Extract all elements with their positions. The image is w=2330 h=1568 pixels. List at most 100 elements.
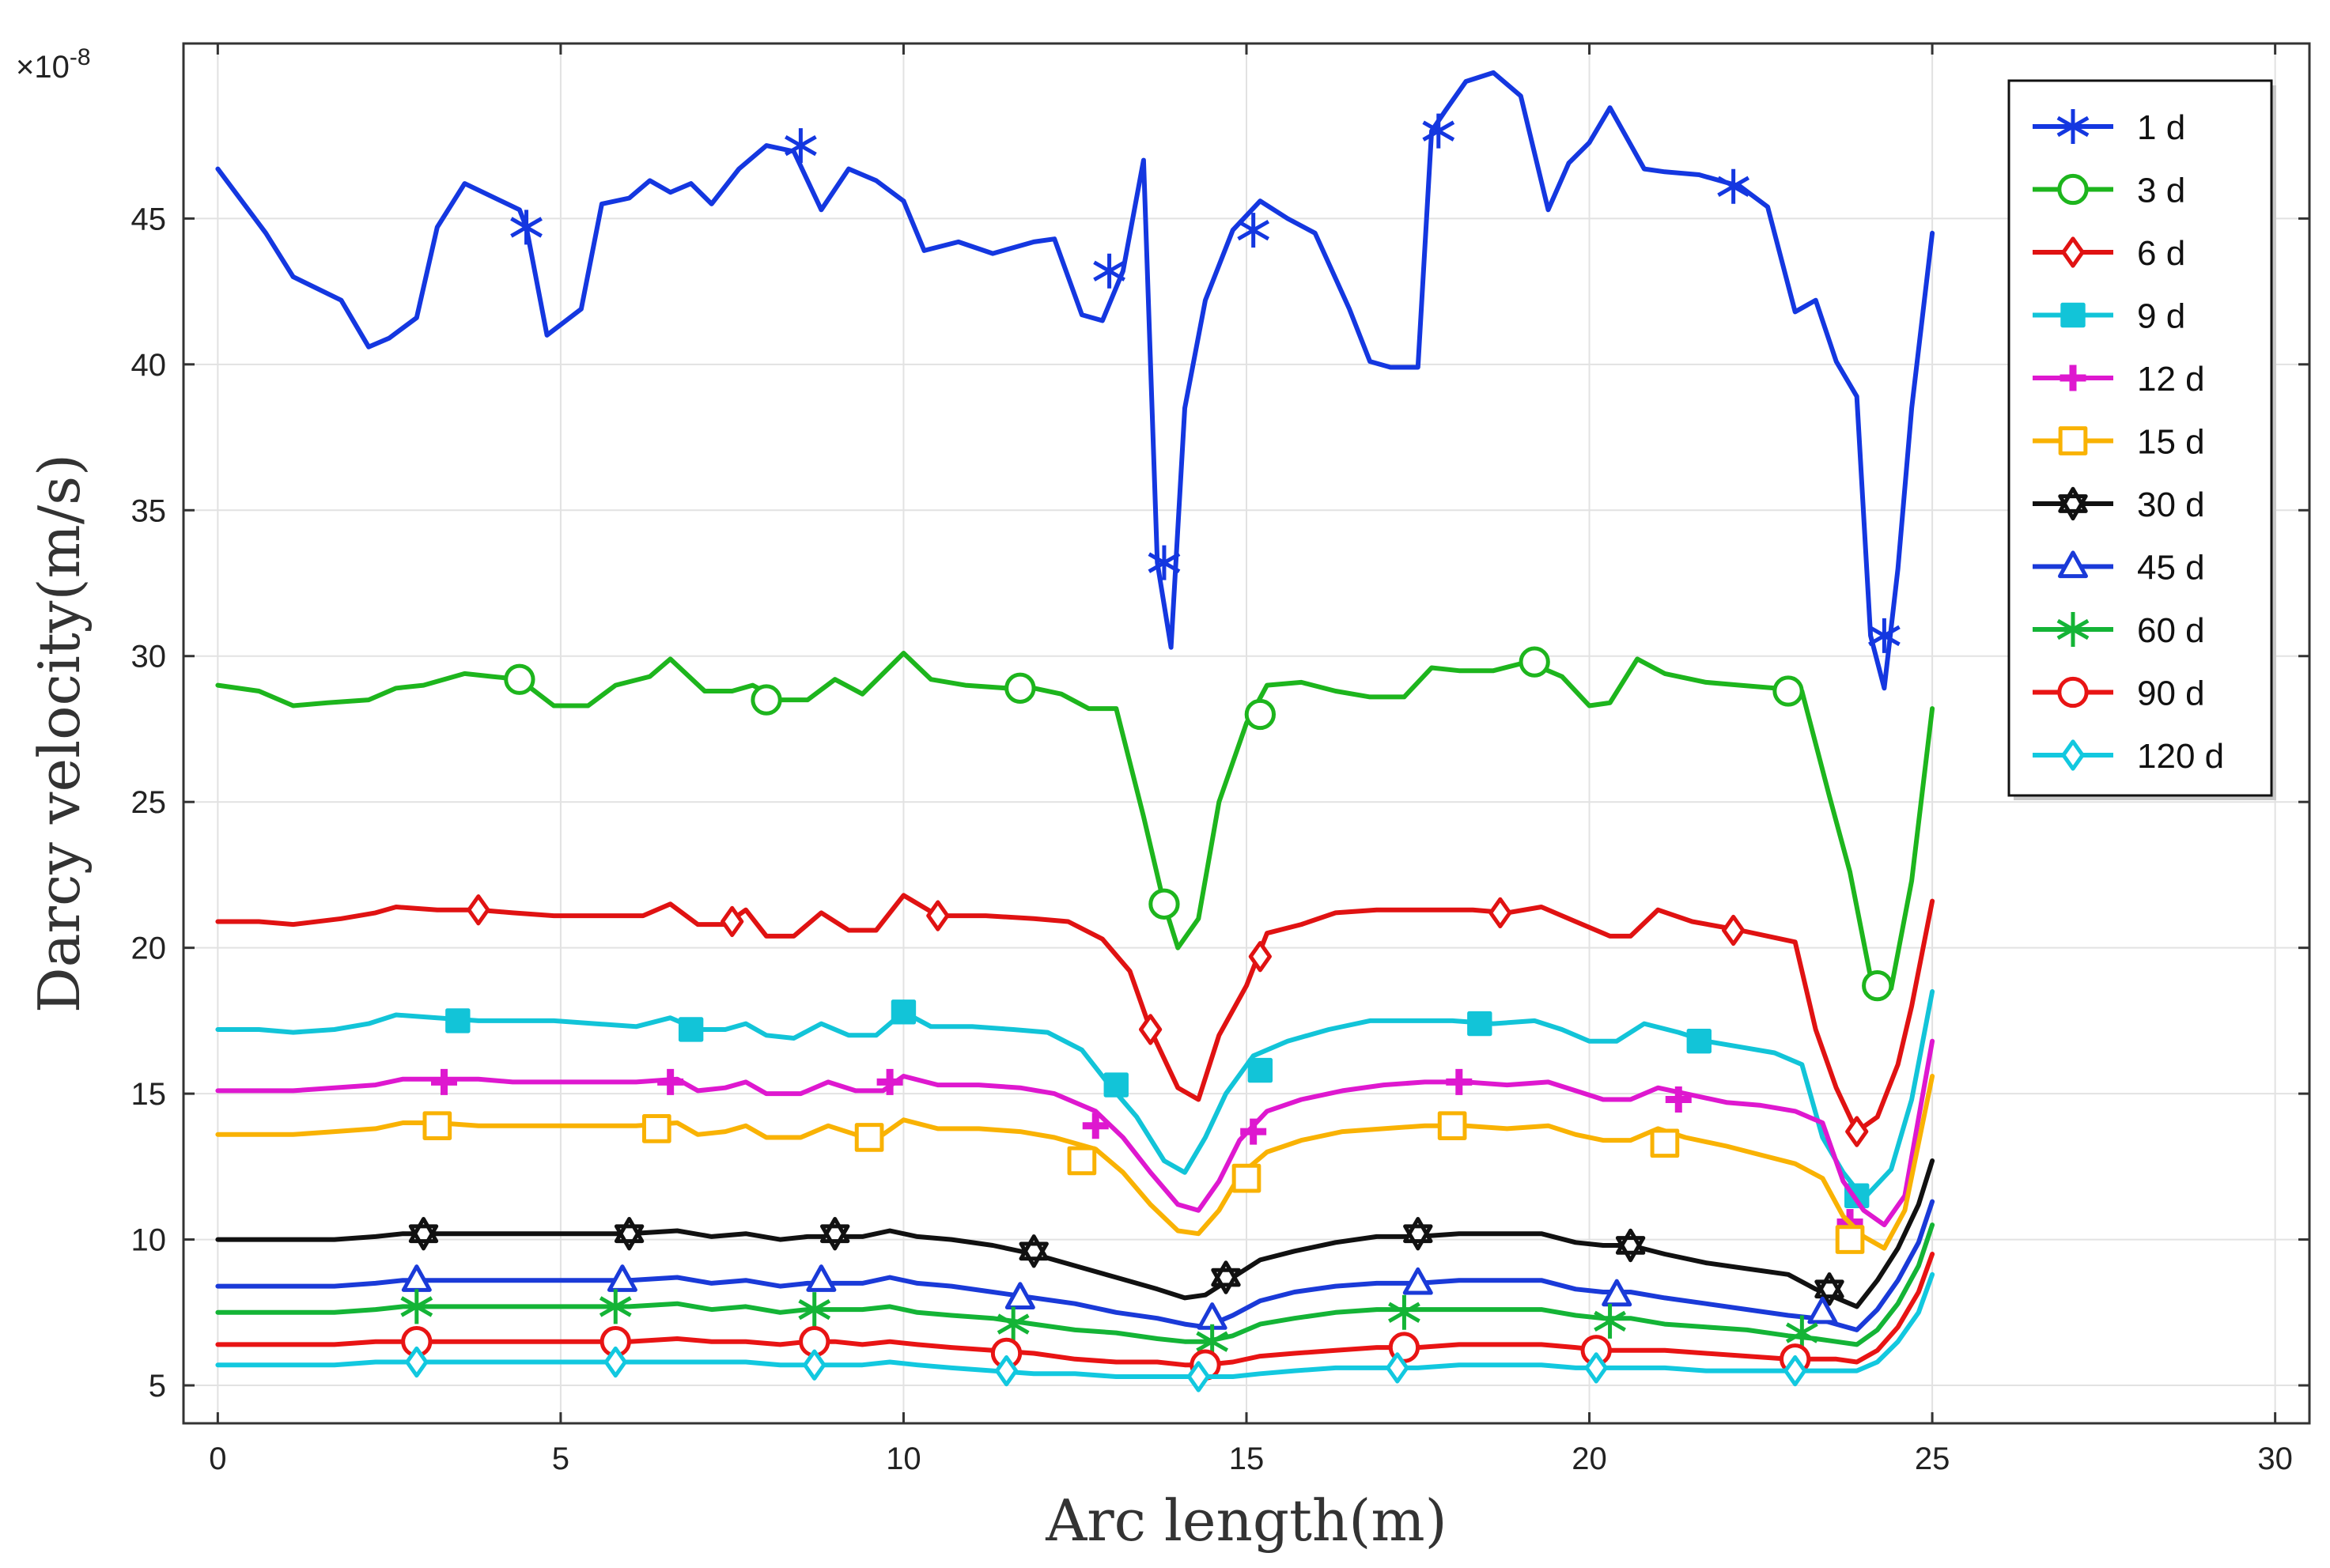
legend-label: 12 d <box>2137 360 2205 399</box>
series-marker <box>510 210 543 245</box>
y-tick-label: 15 <box>131 1077 167 1112</box>
series-marker <box>1665 1086 1692 1113</box>
series-line <box>215 1199 1935 1332</box>
series-marker <box>430 1068 457 1095</box>
series-marker <box>926 900 950 931</box>
series-marker <box>1248 941 1272 973</box>
y-axis: 5 10 15 20 25 30 35 40 45 <box>131 202 2309 1404</box>
legend-marker <box>2058 426 2088 455</box>
series-marker <box>997 1306 1030 1342</box>
x-tick-label: 10 <box>886 1441 921 1476</box>
series-marker <box>1615 1228 1646 1263</box>
series-marker <box>408 1217 439 1251</box>
series-marker <box>1103 1072 1129 1098</box>
x-axis: 0 5 10 15 20 25 30 <box>209 43 2293 1476</box>
series-marker <box>1082 1113 1109 1139</box>
series-marker <box>1402 1267 1433 1295</box>
grid <box>183 43 2309 1423</box>
series-line <box>215 70 1935 691</box>
series-marker <box>1019 1234 1049 1268</box>
series-12-d <box>215 1038 1935 1235</box>
legend-label: 6 d <box>2137 234 2185 273</box>
legend-label: 120 d <box>2137 737 2224 776</box>
series-1-d <box>215 70 1935 691</box>
series-marker <box>1004 672 1036 704</box>
series-marker <box>1237 213 1270 248</box>
series-marker <box>721 905 744 938</box>
y-tick-label: 40 <box>131 348 167 383</box>
x-tick-label: 20 <box>1572 1441 1607 1476</box>
series-marker <box>641 1114 671 1143</box>
legend-item: 15 d <box>2033 423 2205 462</box>
series-group <box>215 70 1935 1392</box>
series-60-d <box>215 1222 1935 1359</box>
legend-box <box>2007 79 2273 797</box>
x-axis-title: Arc length(m) <box>1045 1487 1447 1554</box>
series-marker <box>1722 914 1746 946</box>
series-marker <box>422 1111 452 1141</box>
legend-marker <box>2058 550 2088 579</box>
series-120-d <box>215 1271 1935 1392</box>
y-tick-label: 35 <box>131 493 167 528</box>
legend-item: 1 d <box>2033 108 2185 147</box>
series-marker <box>1835 1225 1865 1254</box>
x-tick-label: 5 <box>552 1441 569 1476</box>
series-3-d <box>215 646 1935 1002</box>
series-line <box>215 1271 1935 1379</box>
series-marker <box>1519 646 1550 678</box>
series-marker <box>603 1346 627 1378</box>
series-9-d <box>215 989 1935 1208</box>
x-tick-label: 25 <box>1915 1441 1950 1476</box>
legend-item: 90 d <box>2033 674 2205 713</box>
legend-item: 6 d <box>2033 234 2185 273</box>
legend: 1 d 3 d 6 d 9 d 12 d 15 d 30 d 45 d 60 d 90 d 120 … <box>2007 79 2276 800</box>
legend-marker <box>2057 676 2089 708</box>
series-marker <box>1386 1352 1409 1384</box>
series-marker <box>1211 1260 1241 1294</box>
legend-marker <box>2060 365 2086 391</box>
series-marker <box>1388 1294 1420 1330</box>
series-marker <box>607 1264 637 1292</box>
series-marker <box>785 128 817 164</box>
series-marker <box>1093 253 1125 289</box>
series-marker <box>1686 1029 1712 1054</box>
y-tick-label: 20 <box>131 931 167 966</box>
series-marker <box>803 1349 826 1381</box>
y-axis-exponent: ×10-8 <box>16 44 91 85</box>
series-marker <box>400 1289 433 1324</box>
series-marker <box>1422 113 1455 149</box>
series-marker <box>1240 1118 1267 1145</box>
legend-label: 90 d <box>2137 674 2205 713</box>
series-line <box>215 651 1935 992</box>
series-marker <box>1862 969 1893 1002</box>
series-marker <box>467 894 490 926</box>
legend-marker <box>2060 302 2086 328</box>
series-marker <box>891 999 917 1025</box>
series-marker <box>1446 1068 1473 1095</box>
legend-item: 60 d <box>2033 611 2205 650</box>
series-marker <box>1845 1116 1869 1147</box>
series-marker <box>504 663 535 695</box>
y-axis-title: Darcy velocity(m/s) <box>26 454 93 1013</box>
series-marker <box>1785 1315 1818 1351</box>
series-marker <box>806 1264 837 1292</box>
series-line <box>215 1252 1935 1368</box>
series-marker <box>445 1008 471 1033</box>
legend-item: 30 d <box>2033 486 2205 524</box>
legend-marker <box>2056 109 2090 144</box>
series-marker <box>1004 1282 1035 1309</box>
legend-label: 60 d <box>2137 611 2205 650</box>
legend-label: 9 d <box>2137 297 2185 336</box>
legend-item: 12 d <box>2033 360 2205 399</box>
series-marker <box>1467 1011 1492 1037</box>
legend-label: 45 d <box>2137 549 2205 588</box>
x-tick-label: 30 <box>2257 1441 2293 1476</box>
y-tick-label: 45 <box>131 202 167 236</box>
series-marker <box>1231 1163 1261 1193</box>
legend-item: 120 d <box>2033 737 2224 776</box>
series-marker <box>1868 618 1901 653</box>
series-marker <box>1783 1355 1807 1387</box>
series-45-d <box>215 1199 1935 1332</box>
